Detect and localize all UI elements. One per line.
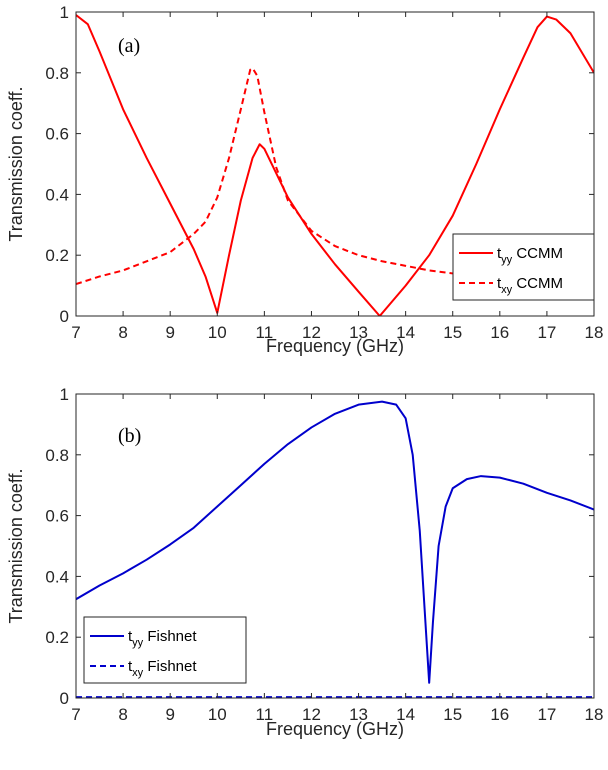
legend-main: t: [497, 275, 502, 292]
x-tick-label: 9: [165, 705, 174, 724]
x-tick-label: 17: [537, 323, 556, 342]
y-tick-label: 0: [60, 689, 69, 708]
y-tick-label: 1: [60, 385, 69, 404]
x-tick-label: 7: [71, 705, 80, 724]
panel-a: 7 8 9 10 11 12 13 14 15 16 17 18 0 0.2 0.4 0.6 0.8 1 Frequ…: [6, 3, 603, 356]
x-tick-label: 15: [443, 323, 462, 342]
y-tick-label: 0.4: [45, 185, 69, 204]
x-tick-label: 13: [349, 323, 368, 342]
y-tick-label: 0.8: [45, 64, 69, 83]
panel-label: (b): [118, 425, 141, 447]
x-tick-label: 8: [118, 323, 127, 342]
y-tick-label: 0.8: [45, 446, 69, 465]
y-tick-label: 0.6: [45, 125, 69, 144]
y-tick-label: 0: [60, 307, 69, 326]
x-axis-label: Frequency (GHz): [266, 336, 404, 356]
y-tick-label: 0.4: [45, 567, 69, 586]
axes-box: [75, 11, 595, 317]
x-tick-label: 12: [302, 705, 321, 724]
legend-subscript: yy: [132, 637, 144, 649]
legend-main: t: [128, 658, 133, 675]
x-tick-label: 7: [71, 323, 80, 342]
x-tick-label: 9: [165, 323, 174, 342]
x-tick-label: 18: [585, 323, 604, 342]
legend-main: t: [497, 245, 502, 262]
x-tick-label: 10: [208, 705, 227, 724]
x-tick-label: 11: [256, 323, 274, 342]
y-tick-label: 0.2: [45, 246, 69, 265]
x-tick-label: 16: [490, 705, 509, 724]
legend-entry: txy Fishnet: [128, 658, 197, 679]
x-tick-label: 16: [490, 323, 509, 342]
x-tick-label: 18: [585, 705, 604, 724]
x-tick-label: 17: [537, 705, 556, 724]
x-tick-label: 12: [302, 323, 321, 342]
series-line-yy-0: [76, 14, 594, 316]
x-tick-label: 15: [443, 705, 462, 724]
x-tick-label: 14: [396, 705, 415, 724]
legend-subscript: yy: [501, 254, 513, 266]
panel-b: 7 8 9 10 11 12 13 14 15 16 17 18 0 0.2 0.4 0.6 0.8 1 Frequ…: [6, 385, 603, 739]
x-tick-label: 13: [349, 705, 368, 724]
series-line-xy-1: [76, 67, 477, 286]
y-axis-label: Transmission coeff.: [6, 468, 26, 623]
legend-entry: tyy Fishnet: [128, 628, 197, 649]
y-axis-label: Transmission coeff.: [6, 86, 26, 241]
x-tick-label: 8: [118, 705, 127, 724]
legend-main: t: [128, 628, 133, 645]
series-line-yy-0: [76, 400, 594, 684]
legend-box: [452, 233, 595, 301]
x-tick-label: 14: [396, 323, 415, 342]
series-group: [76, 400, 594, 698]
panel-label: (a): [118, 35, 140, 57]
legend-box: [83, 616, 247, 684]
legend-suffix: CCMM: [512, 275, 563, 292]
legend-subscript: xy: [132, 667, 144, 679]
legend-suffix: CCMM: [512, 245, 563, 262]
axes-box: [75, 393, 595, 699]
y-tick-label: 0.6: [45, 507, 69, 526]
legend-suffix: Fishnet: [143, 628, 197, 645]
series-group: [76, 14, 594, 316]
legend-entry: tyy CCMM: [497, 245, 563, 266]
x-tick-label: 11: [256, 705, 274, 724]
legend-subscript: xy: [501, 284, 513, 296]
y-tick-label: 1: [60, 3, 69, 22]
x-axis-label: Frequency (GHz): [266, 719, 404, 739]
legend-suffix: Fishnet: [143, 658, 197, 675]
y-tick-label: 0.2: [45, 628, 69, 647]
x-tick-label: 10: [208, 323, 227, 342]
legend-entry: txy CCMM: [497, 275, 563, 296]
